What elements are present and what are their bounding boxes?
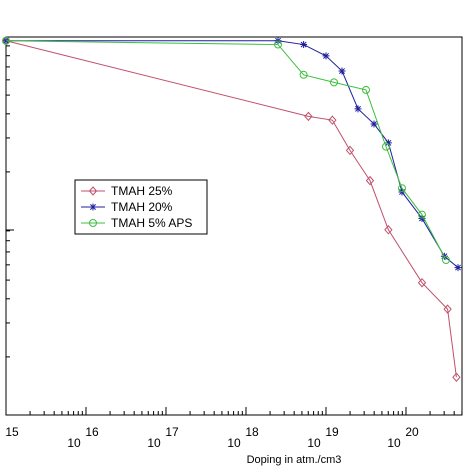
- x-tick-exponent: 15: [5, 425, 19, 439]
- data-point: [89, 219, 97, 227]
- data-point: [384, 139, 392, 147]
- x-tick-base: 10: [307, 436, 321, 450]
- x-tick-base: 10: [147, 436, 161, 450]
- plot-area-border: [5, 36, 463, 416]
- series-line: [5, 40, 457, 378]
- x-axis-label: Doping in atm./cm3: [247, 454, 342, 466]
- data-point: [274, 40, 282, 49]
- series-line: [6, 40, 459, 268]
- legend-label: TMAH 20%: [111, 200, 173, 214]
- x-tick-base: 10: [67, 436, 81, 450]
- data-point: [299, 70, 308, 79]
- data-point: [417, 277, 427, 288]
- data-point: [454, 264, 462, 272]
- series-3: [2, 36, 450, 265]
- legend-item: TMAH 5% APS: [81, 216, 192, 230]
- y-ticks: [6, 36, 14, 416]
- data-point: [365, 175, 375, 186]
- data-point: [328, 115, 337, 125]
- data-point: [354, 105, 362, 113]
- x-ticks: 15 16 10 17 10 18 10 19 10 20 10: [5, 407, 463, 450]
- data-point: [338, 67, 346, 75]
- x-tick-exponent: 19: [325, 425, 339, 439]
- data-point: [442, 256, 450, 265]
- x-tick-exponent: 17: [165, 425, 179, 439]
- data-point: [443, 304, 452, 314]
- legend-item: TMAH 25%: [81, 184, 173, 198]
- data-point: [418, 210, 426, 219]
- legend-label: TMAH 5% APS: [111, 216, 192, 230]
- legend: TMAH 25% TMAH 20% TMAH 5% APS: [74, 179, 208, 235]
- series-line: [5, 40, 447, 261]
- data-point: [370, 120, 378, 128]
- data-point: [89, 203, 97, 211]
- data-point: [452, 372, 461, 382]
- x-tick-exponent: 20: [405, 425, 419, 439]
- data-point: [2, 36, 10, 45]
- data-point: [345, 145, 355, 156]
- data-point: [322, 52, 330, 60]
- x-tick-base: 10: [387, 436, 401, 450]
- x-tick-base: 10: [227, 436, 241, 450]
- data-point: [88, 186, 98, 196]
- data-point: [300, 41, 308, 49]
- data-point: [362, 85, 370, 94]
- plot-frame: [5, 36, 463, 416]
- legend-item: TMAH 20%: [81, 200, 173, 214]
- x-tick-exponent: 18: [245, 425, 259, 439]
- data-point: [398, 184, 406, 193]
- series-1: [1, 36, 461, 382]
- legend-label: TMAH 25%: [111, 184, 173, 198]
- data-point: [330, 78, 338, 87]
- data-point: [382, 142, 390, 151]
- data-point: [384, 225, 393, 235]
- data-point: [304, 111, 313, 122]
- series-group: [1, 36, 462, 382]
- x-tick-exponent: 16: [85, 425, 99, 439]
